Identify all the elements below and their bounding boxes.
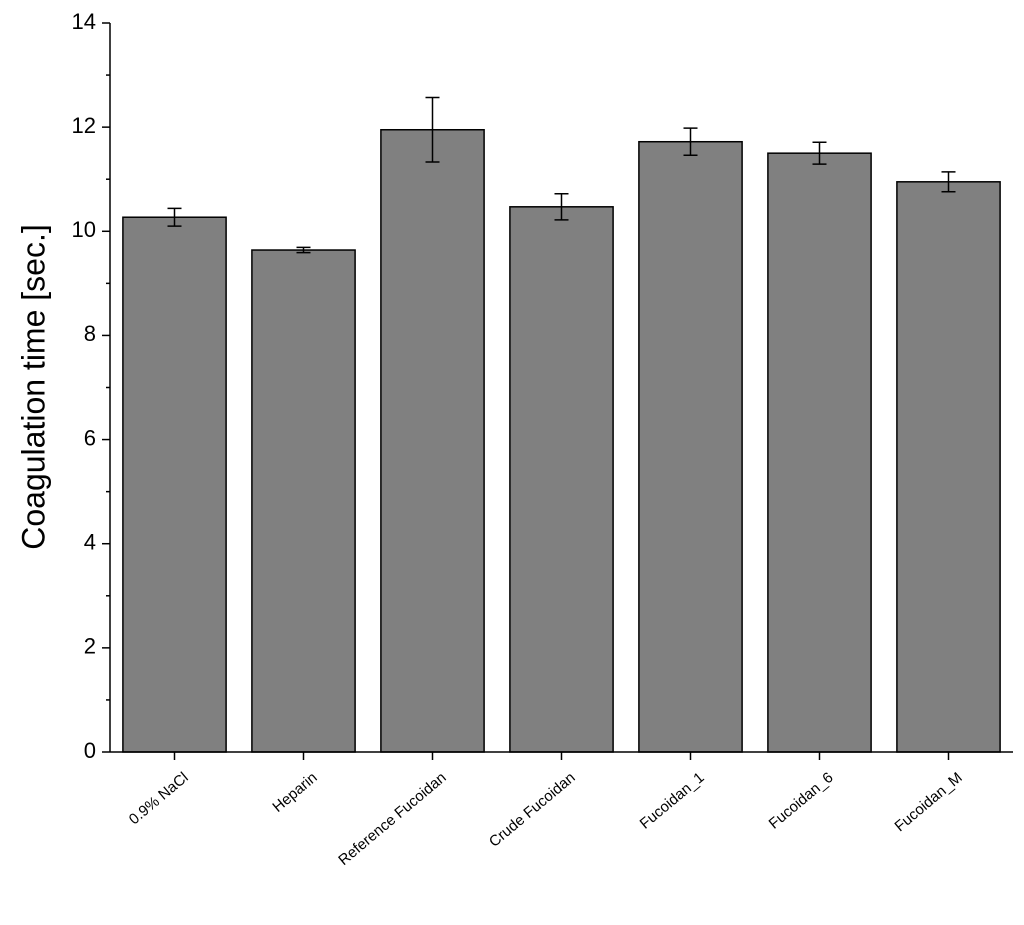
bar <box>767 152 872 753</box>
bar <box>251 249 356 753</box>
bar <box>122 216 227 753</box>
bar <box>896 181 1001 753</box>
error-bar <box>425 96 440 163</box>
error-bar <box>941 171 956 193</box>
error-bar <box>683 127 698 157</box>
y-axis-title: Coagulation time [sec.] <box>15 224 51 550</box>
y-tick-label: 0 <box>84 738 96 763</box>
x-tick-label: Fucoidan_M <box>891 769 965 835</box>
bar <box>509 206 614 753</box>
bar <box>638 140 743 753</box>
y-tick-label: 6 <box>84 425 96 450</box>
y-tick-label: 4 <box>84 530 96 555</box>
bar <box>380 128 485 753</box>
y-tick-label: 14 <box>72 9 96 34</box>
y-tick-label: 2 <box>84 634 96 659</box>
x-tick-label: Reference Fucoidan <box>335 769 449 869</box>
x-tick-label: 0.9% NaCl <box>126 769 192 828</box>
error-bar <box>296 246 311 254</box>
error-bar <box>812 141 827 165</box>
y-tick-label: 10 <box>72 217 96 242</box>
y-tick-label: 8 <box>84 321 96 346</box>
error-bar <box>167 207 182 227</box>
x-tick-label: Heparin <box>269 769 320 816</box>
x-tick-label: Fucoidan_6 <box>766 769 837 832</box>
y-tick-label: 12 <box>72 113 96 138</box>
x-tick-label: Fucoidan_1 <box>637 769 708 832</box>
error-bar <box>554 193 569 221</box>
x-tick-label: Crude Fucoidan <box>486 769 579 851</box>
